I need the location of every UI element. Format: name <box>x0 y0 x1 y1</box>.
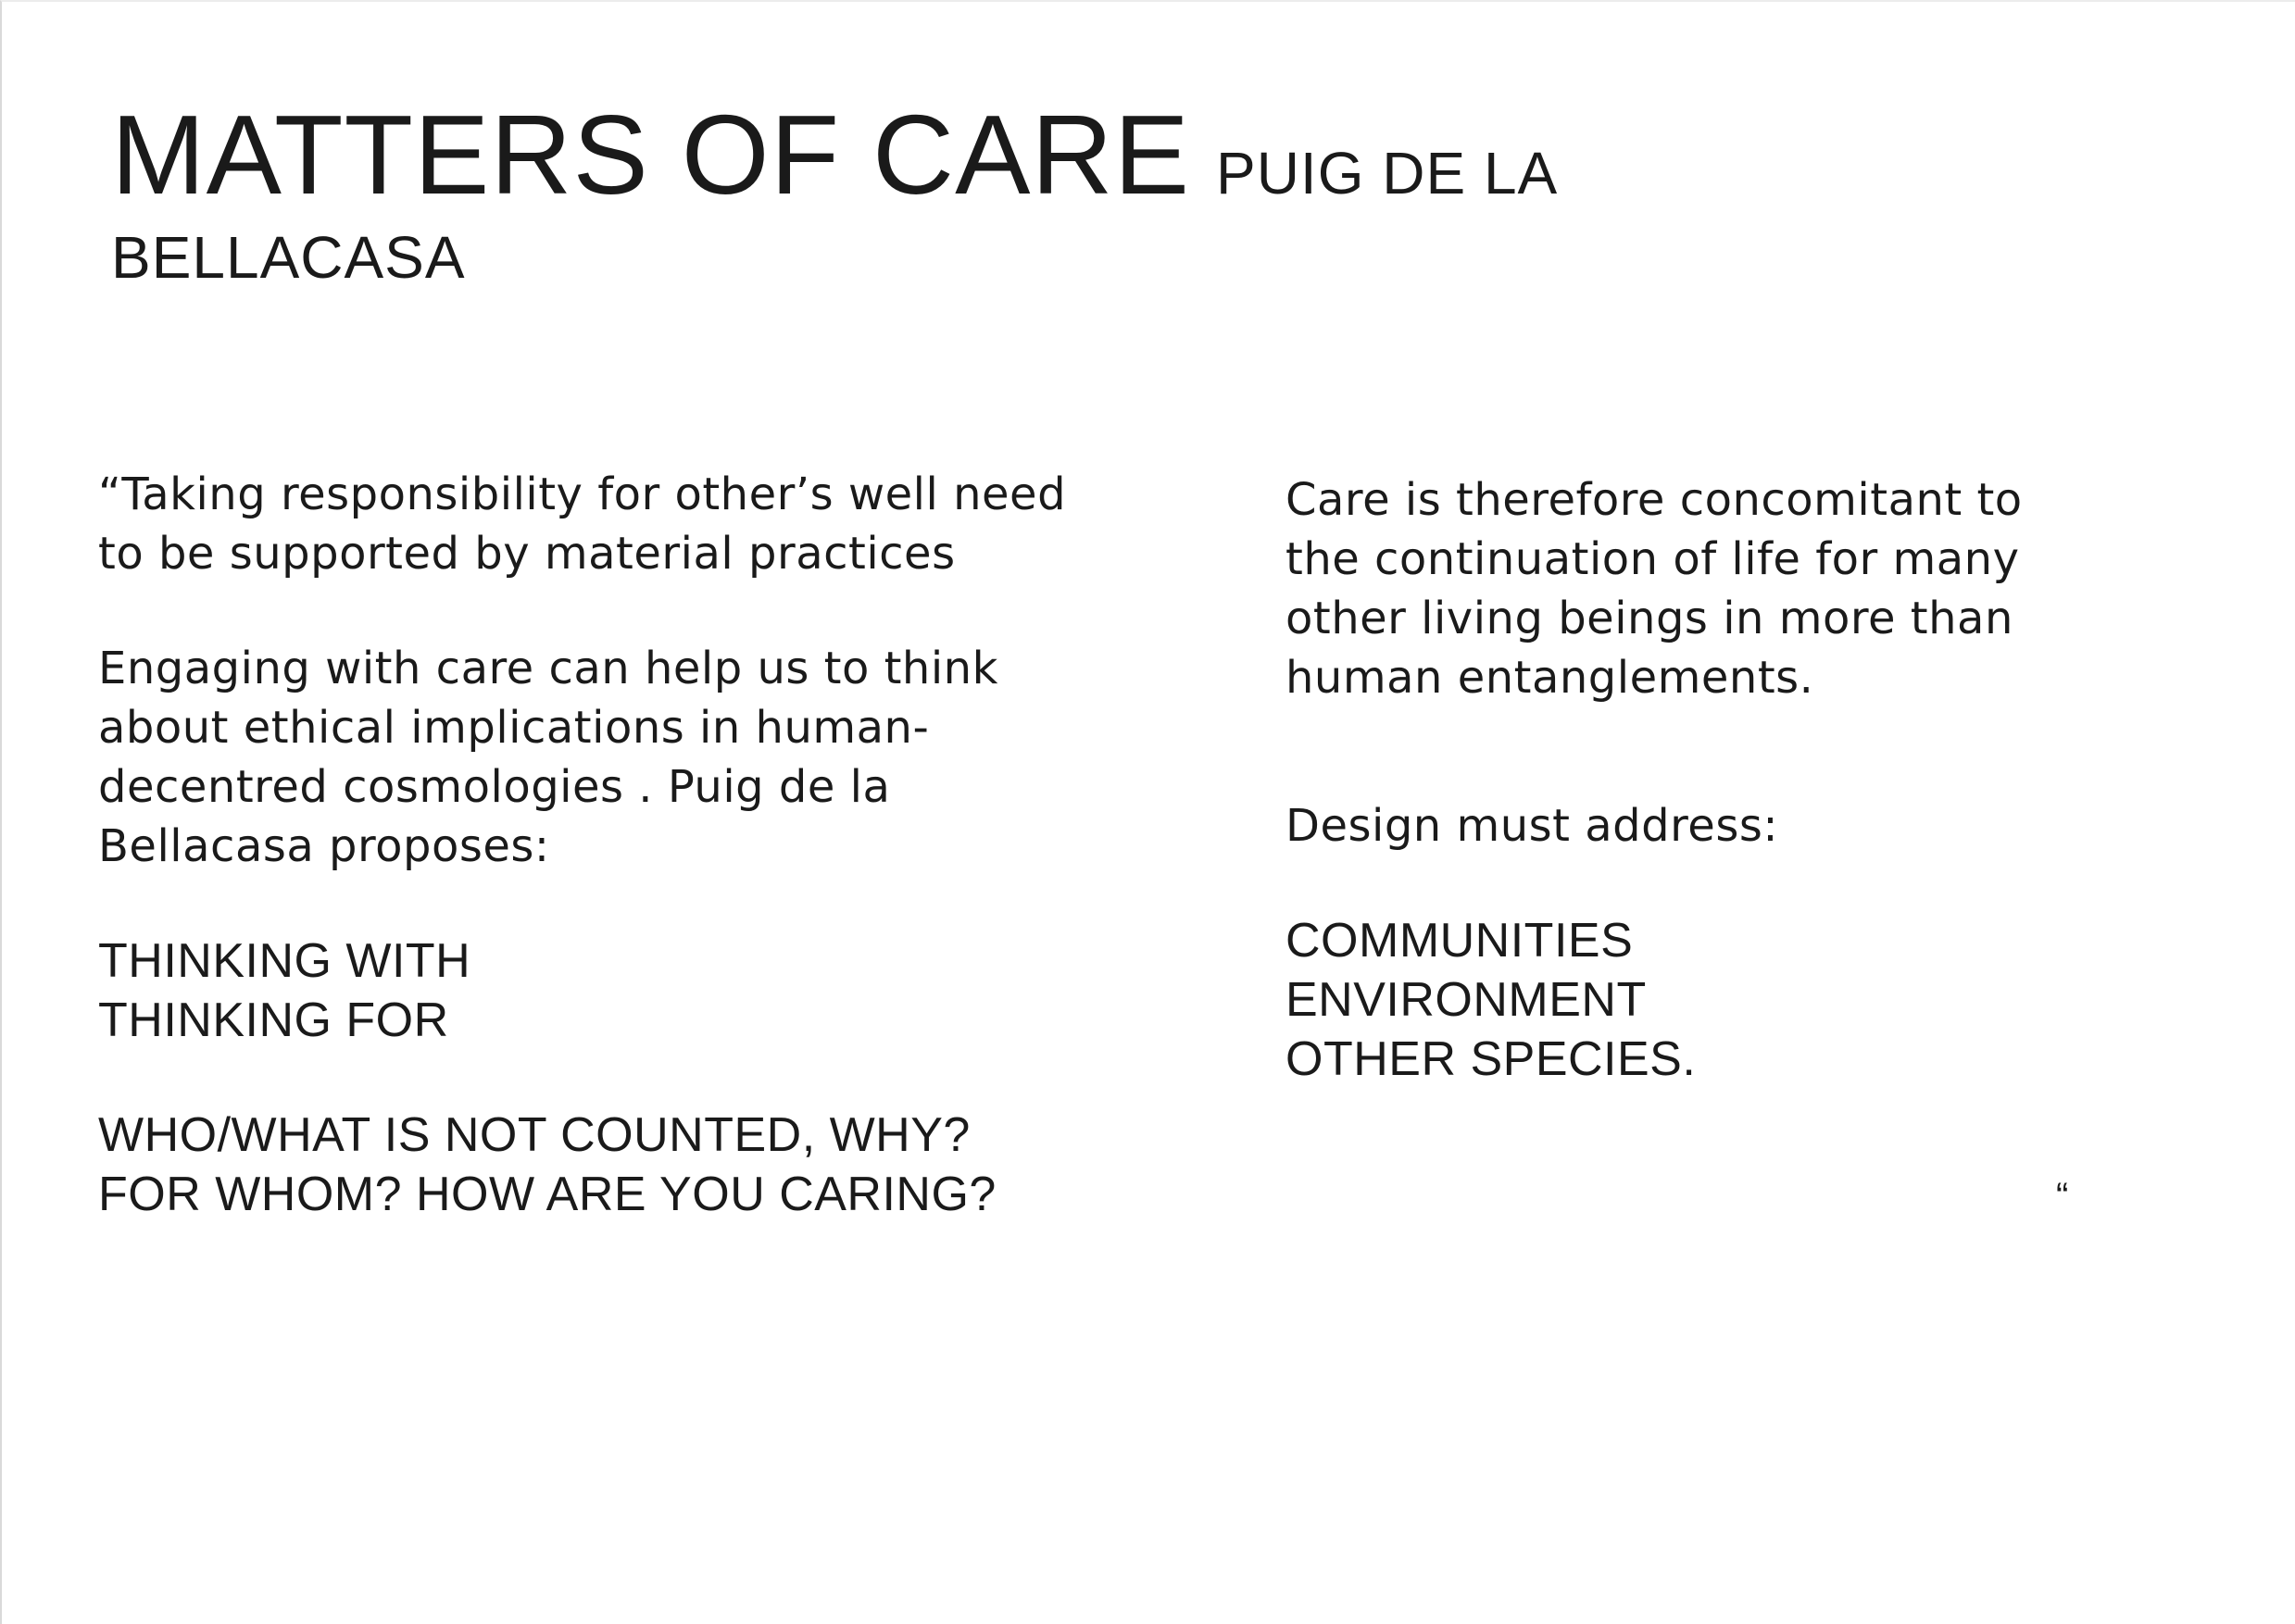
author-name-line2: BELLACASA <box>111 224 466 291</box>
concomitant-paragraph-line: other living beings in more than <box>1285 593 2013 644</box>
left-column: “Taking responsibility for other’s well … <box>98 465 1173 1224</box>
care-paragraph-line: Engaging with care can help us to think <box>98 643 998 694</box>
address-list: COMMUNITIES ENVIRONMENT OTHER SPECIES. <box>1285 911 2193 1089</box>
care-paragraph: Engaging with care can help us to think … <box>98 639 1173 876</box>
care-paragraph-line: Bellacasa proposes: <box>98 820 550 872</box>
care-paragraph-line: about ethical implications in human- <box>98 702 930 754</box>
page-title: MATTERS OF CARE <box>111 92 1191 218</box>
concomitant-paragraph-line: the continuation of life for many <box>1285 533 2020 585</box>
right-column: Care is therefore concomitant to the con… <box>1285 470 2193 1089</box>
title-line: MATTERS OF CARE PUIG DE LA <box>111 94 1686 215</box>
quote-intro: “Taking responsibility for other’s well … <box>98 465 1173 583</box>
concomitant-paragraph: Care is therefore concomitant to the con… <box>1285 470 2193 707</box>
quote-intro-line: “Taking responsibility for other’s well … <box>98 468 1067 520</box>
quote-intro-line: to be supported by material practices <box>98 528 956 580</box>
address-item: COMMUNITIES <box>1285 914 1634 968</box>
thinking-list: THINKING WITH THINKING FOR <box>98 931 1173 1050</box>
concomitant-paragraph-line: Care is therefore concomitant to <box>1285 474 2023 526</box>
design-intro: Design must address: <box>1285 800 1778 852</box>
care-paragraph-line: decentred cosmologies . Puig de la <box>98 761 891 813</box>
closing-quote-mark: “ <box>2056 1176 2069 1217</box>
question-line: FOR WHOM? HOW ARE YOU CARING? <box>98 1168 997 1221</box>
thinking-item: THINKING FOR <box>98 993 449 1047</box>
address-item: ENVIRONMENT <box>1285 973 1647 1027</box>
address-item: OTHER SPECIES. <box>1285 1032 1697 1086</box>
thinking-item: THINKING WITH <box>98 934 471 988</box>
author-name-line1: PUIG DE LA <box>1216 140 1559 206</box>
question-line: WHO/WHAT IS NOT COUNTED, WHY? <box>98 1108 971 1162</box>
questions-list: WHO/WHAT IS NOT COUNTED, WHY? FOR WHOM? … <box>98 1106 1173 1224</box>
concomitant-paragraph-line: human entanglements. <box>1285 652 1814 704</box>
title-block: MATTERS OF CARE PUIG DE LA BELLACASA <box>111 94 1686 294</box>
